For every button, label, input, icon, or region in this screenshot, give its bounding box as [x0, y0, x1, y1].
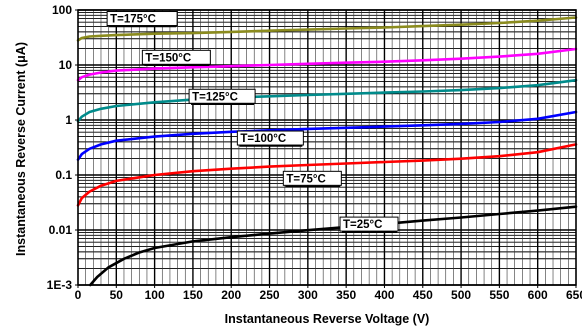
x-tick-label: 0: [75, 288, 82, 302]
plot-frame: [77, 9, 577, 286]
x-tick-label: 400: [374, 288, 394, 302]
y-tick-label: 0.1: [55, 168, 72, 182]
x-tick-label: 250: [260, 288, 280, 302]
axes: 0 50 100 150 200 250 300 350 400 450 500 550 600 650 1…: [47, 3, 582, 302]
x-tick-label: 500: [451, 288, 471, 302]
x-tick-label: 150: [183, 288, 203, 302]
y-axis-title: Instantaneous Reverse Current (μA): [14, 42, 28, 256]
curve-label-box-1: [141, 49, 211, 65]
curve-label-box-4: [282, 170, 342, 186]
x-tick-label: 100: [145, 288, 165, 302]
x-axis-title: Instantaneous Reverse Voltage (V): [225, 312, 430, 326]
x-tick-label: 350: [336, 288, 356, 302]
series-line-1: [76, 47, 578, 82]
y-tick-label: 1: [65, 113, 72, 127]
x-tick-label: 600: [528, 288, 548, 302]
x-tick-label: 200: [221, 288, 241, 302]
curve-label-box-2: [188, 88, 256, 104]
curve-label-box-5: [339, 216, 399, 232]
x-tick-label: 650: [566, 288, 582, 302]
curve-label-box-0: [106, 11, 178, 27]
series-line-5: [89, 205, 578, 287]
plot-border: [77, 9, 577, 286]
curve-label-1: T=150°C: [145, 52, 191, 64]
y-tick-label: 100: [52, 3, 72, 17]
curve-label-5: T=25°C: [343, 219, 382, 231]
curve-label-3: T=100°C: [240, 133, 286, 145]
x-tick-label: 300: [298, 288, 318, 302]
series-line-4: [76, 143, 578, 207]
y-tick-label: 1E-3: [47, 278, 73, 292]
series-line-3: [76, 110, 578, 161]
curve-label-4: T=75°C: [286, 173, 325, 185]
curve-labels: T=175°C T=150°C T=125°C T=100°C T=75°C T=25°C: [106, 11, 399, 233]
curve-label-2: T=125°C: [192, 91, 238, 103]
y-tick-label: 10: [59, 58, 73, 72]
series-lines: [76, 16, 578, 287]
series-line-0: [76, 16, 578, 42]
series-line-2: [76, 78, 578, 123]
x-tick-label: 50: [110, 288, 124, 302]
y-tick-label: 0.01: [49, 223, 73, 237]
curve-label-box-3: [236, 130, 304, 146]
x-tick-label: 550: [489, 288, 509, 302]
curve-label-0: T=175°C: [110, 14, 156, 26]
x-tick-label: 450: [413, 288, 433, 302]
grid: [78, 9, 576, 286]
